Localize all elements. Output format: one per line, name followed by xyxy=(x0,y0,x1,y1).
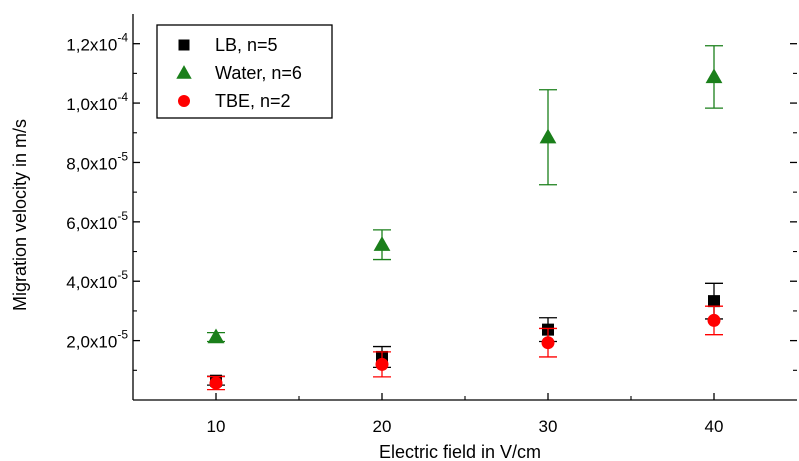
data-point xyxy=(705,68,723,84)
x-axis-label: Electric field in V/cm xyxy=(379,442,541,461)
data-point xyxy=(707,313,721,327)
y-tick-label: 1,0x10-4 xyxy=(66,90,128,114)
x-tick-label: 20 xyxy=(373,417,392,436)
legend-label: TBE, n=2 xyxy=(215,91,291,111)
x-tick-label: 10 xyxy=(207,417,226,436)
data-point xyxy=(375,357,389,371)
legend-marker xyxy=(178,39,190,51)
y-tick-label: 6,0x10-5 xyxy=(66,209,128,233)
legend-marker xyxy=(176,65,192,79)
legend-label: LB, n=5 xyxy=(215,35,278,55)
data-points xyxy=(207,45,723,391)
data-point xyxy=(541,336,555,350)
data-point xyxy=(209,376,223,390)
y-tick-label: 1,2x10-4 xyxy=(66,31,128,55)
data-point xyxy=(373,236,391,251)
x-tick-label: 30 xyxy=(539,417,558,436)
y-tick-label: 2,0x10-5 xyxy=(66,328,128,352)
y-tick-label: 8,0x10-5 xyxy=(66,149,128,173)
data-point xyxy=(708,295,720,308)
series-water-n-6 xyxy=(207,45,723,344)
series-lb-n-5 xyxy=(207,282,723,387)
legend-marker xyxy=(178,95,190,107)
y-axis-label: Migration velocity in m/s xyxy=(10,119,30,311)
series-tbe-n-2 xyxy=(207,305,723,391)
y-tick-label: 4,0x10-5 xyxy=(66,268,128,292)
tick-marks xyxy=(133,43,797,400)
data-point xyxy=(207,328,225,344)
legend-label: Water, n=6 xyxy=(215,63,302,83)
legend: LB, n=5 Water, n=6 TBE, n=2 xyxy=(156,24,333,119)
x-tick-label: 40 xyxy=(705,417,724,436)
data-point xyxy=(539,128,557,144)
